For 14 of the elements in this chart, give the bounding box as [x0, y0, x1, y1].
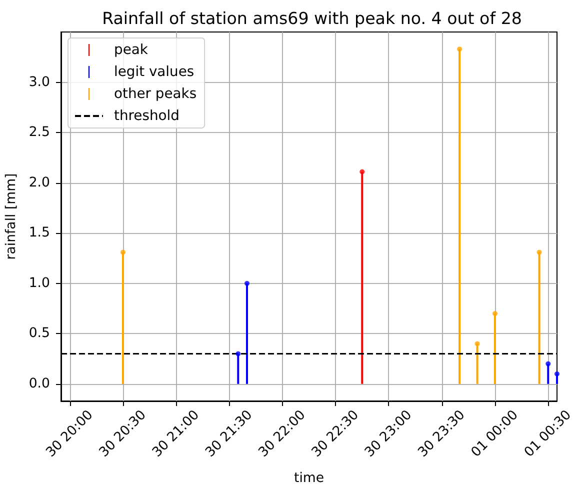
- y-tick-label: 0.0: [28, 376, 50, 392]
- legend-label: legit values: [114, 64, 194, 80]
- y-tick-label: 1.5: [28, 226, 50, 241]
- y-axis-title: rainfall [mm]: [4, 173, 19, 260]
- legend-label: threshold: [114, 108, 180, 124]
- y-tick-label: 2.5: [28, 125, 50, 140]
- y-tick-label: 2.0: [28, 175, 50, 190]
- y-tick-label: 3.0: [28, 74, 50, 90]
- y-tick-label: 1.0: [28, 276, 50, 291]
- legend-label: other peaks: [114, 86, 197, 102]
- legend-label: peak: [114, 42, 148, 58]
- x-axis-title: time: [294, 471, 324, 486]
- chart-title: Rainfall of station ams69 with peak no. 4 out of 28: [102, 9, 522, 28]
- y-tick-label: 0.5: [28, 326, 50, 342]
